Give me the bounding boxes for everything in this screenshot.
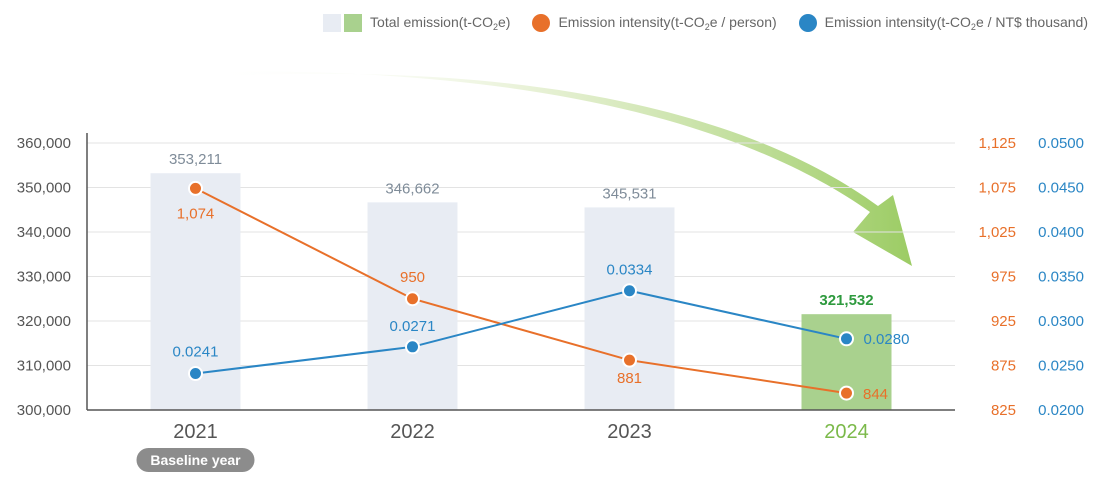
intensity-revenue-label: 0.0334 [607, 262, 653, 279]
y-right-revenue-tick-label: 0.0500 [1038, 135, 1084, 152]
legend-total-emission: Total emission(t-CO2e) [323, 14, 510, 32]
y-right-person-tick-label: 825 [991, 402, 1016, 419]
legend-swatch-bar [323, 14, 342, 32]
legend-swatch-blue-dot [798, 14, 817, 32]
bar-total-emission [584, 207, 675, 410]
y-right-revenue-tick-label: 0.0400 [1038, 224, 1084, 241]
y-right-revenue-tick-label: 0.0350 [1038, 269, 1084, 286]
intensity-person-point [188, 180, 203, 196]
y-left-tick-label: 310,000 [17, 358, 71, 375]
y-right-person-tick-label: 1,025 [978, 224, 1016, 241]
intensity-revenue-label: 0.0271 [390, 318, 436, 335]
y-right-person-tick-label: 975 [991, 269, 1016, 286]
y-left-tick-label: 330,000 [17, 269, 71, 286]
intensity-person-label: 1,074 [177, 205, 215, 222]
chart-legend: Total emission(t-CO2e) Emission intensit… [301, 14, 1088, 32]
intensity-person-point [405, 291, 420, 307]
intensity-revenue-point [839, 331, 854, 347]
y-left-tick-label: 320,000 [17, 313, 71, 330]
legend-label-person: Emission intensity(t-CO2e / person) [558, 14, 777, 32]
y-right-revenue-tick-label: 0.0450 [1038, 180, 1084, 197]
legend-intensity-person: Emission intensity(t-CO2e / person) [532, 14, 777, 32]
legend-label-total: Total emission(t-CO2e) [370, 14, 511, 32]
y-right-revenue-tick-label: 0.0200 [1038, 402, 1084, 419]
legend-swatch-orange-dot [532, 14, 551, 32]
lines [188, 180, 854, 401]
legend-intensity-revenue: Emission intensity(t-CO2e / NT$ thousand… [798, 14, 1088, 32]
y-left-tick-label: 360,000 [17, 135, 71, 152]
intensity-person-line [195, 187, 847, 395]
x-tick-label: 2023 [607, 421, 652, 443]
bars [150, 173, 892, 410]
labels: 353,211 346,662 345,531 321,532 Baseline yea… [136, 151, 910, 472]
x-tick-label: 2022 [390, 421, 435, 443]
x-tick-label: 2024 [824, 421, 869, 443]
intensity-revenue-point [622, 283, 637, 299]
bar-value-label: 321,532 [819, 292, 873, 309]
baseline-badge [136, 448, 255, 472]
y-left-tick-label: 300,000 [17, 402, 71, 419]
intensity-revenue-line [195, 289, 847, 375]
baseline-badge-label: Baseline year [150, 452, 241, 468]
y-right-revenue-tick-label: 0.0300 [1038, 313, 1084, 330]
bar-value-label: 346,662 [385, 180, 439, 197]
y-right-person-tick-label: 1,125 [978, 135, 1016, 152]
legend-label-revenue: Emission intensity(t-CO2e / NT$ thousand… [824, 14, 1088, 32]
intensity-revenue-label: 0.0241 [173, 344, 219, 361]
intensity-revenue-point [405, 339, 420, 355]
x-tick-label: 2021 [173, 421, 218, 443]
y-right-revenue-tick-label: 0.0250 [1038, 358, 1084, 375]
y-left-tick-label: 350,000 [17, 180, 71, 197]
intensity-person-label: 844 [863, 386, 888, 403]
intensity-revenue-point [188, 366, 203, 382]
y-right-person-tick-label: 1,075 [978, 180, 1016, 197]
axes: 300,000 825 0.0200 310,000 875 0.0250 320,000 9… [17, 133, 1084, 443]
intensity-person-label: 881 [617, 370, 642, 387]
y-left-tick-label: 340,000 [17, 224, 71, 241]
bar-value-label: 353,211 [169, 151, 222, 168]
trend-arrow [205, 71, 912, 266]
bar-value-label: 345,531 [602, 185, 656, 202]
intensity-revenue-label: 0.0280 [864, 331, 910, 348]
intensity-person-point [622, 352, 637, 368]
intensity-person-label: 950 [400, 269, 425, 286]
legend-swatch-bar-highlight [344, 14, 363, 32]
y-right-person-tick-label: 925 [991, 313, 1016, 330]
y-right-person-tick-label: 875 [991, 358, 1016, 375]
intensity-person-point [839, 385, 854, 401]
